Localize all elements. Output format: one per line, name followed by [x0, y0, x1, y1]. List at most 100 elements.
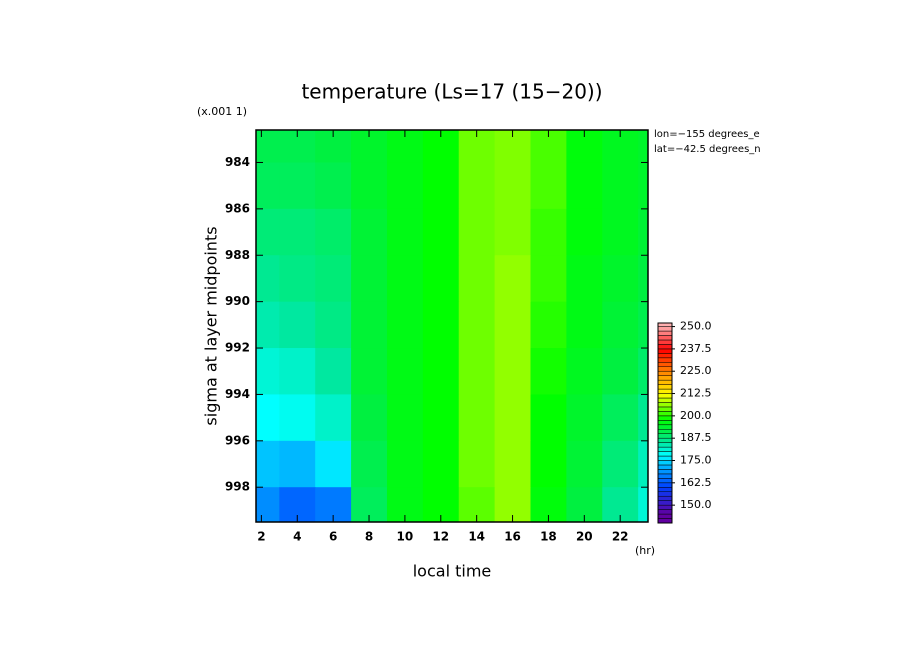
heatmap-cell — [494, 394, 531, 442]
colorbar-swatch — [657, 370, 673, 376]
heatmap-cell — [422, 394, 460, 442]
heatmap-cell — [315, 301, 352, 349]
y-tick-label: 994 — [225, 387, 250, 401]
x-tick-label: 18 — [540, 530, 557, 544]
colorbar-tick-label: 200.0 — [680, 409, 712, 422]
heatmap-cell — [602, 208, 639, 256]
x-axis-label: local time — [413, 562, 492, 581]
colorbar-swatch — [657, 375, 673, 381]
x-tick-label: 20 — [576, 530, 593, 544]
heatmap-cell — [351, 348, 388, 395]
heatmap-cell — [256, 130, 280, 163]
heatmap-cell — [256, 394, 280, 442]
colorbar-swatch — [657, 446, 673, 452]
colorbar-swatch — [657, 504, 673, 510]
x-unit: (hr) — [635, 544, 655, 557]
colorbar-swatch — [657, 344, 673, 350]
heatmap-cell — [279, 130, 316, 163]
heatmap-cell — [638, 487, 648, 522]
colorbar-swatch — [657, 482, 673, 488]
chart-title: temperature (Ls=17 (15−20)) — [301, 80, 602, 104]
y-tick-label: 992 — [225, 341, 250, 355]
heatmap-cell — [602, 440, 639, 488]
colorbar-tick-label: 212.5 — [680, 387, 712, 400]
colorbar-swatch — [657, 487, 673, 492]
heatmap-cell — [566, 162, 603, 210]
heatmap-cell — [422, 162, 460, 210]
heatmap-cell — [422, 208, 460, 256]
heatmap-cell — [256, 301, 280, 349]
heatmap-cell — [602, 487, 639, 522]
y-axis-label: sigma at layer midpoints — [202, 226, 221, 425]
heatmap-cell — [602, 130, 639, 163]
colorbar-swatch — [657, 411, 673, 417]
heatmap-cell — [494, 162, 531, 210]
heatmap-cell — [602, 348, 639, 395]
heatmap-cell — [494, 255, 531, 303]
heatmap-cell — [566, 394, 603, 442]
heatmap-cell — [422, 130, 460, 163]
colorbar-swatch — [657, 437, 673, 443]
heatmap-cell — [351, 301, 388, 349]
x-tick-label: 22 — [612, 530, 629, 544]
colorbar-swatch — [657, 353, 673, 359]
colorbar-swatch — [657, 513, 673, 519]
heatmap-cell — [315, 130, 352, 163]
heatmap-cell — [256, 348, 280, 395]
heatmap-cell — [386, 440, 424, 488]
heatmap-cell — [494, 440, 531, 488]
y-scale-note: (x.001 1) — [197, 105, 247, 118]
heatmap-cell — [422, 348, 460, 395]
colorbar-swatch — [657, 326, 673, 332]
x-tick-label: 2 — [257, 530, 265, 544]
heatmap-cell — [638, 301, 648, 349]
heatmap-cell — [530, 348, 567, 395]
heatmap-cell — [530, 301, 567, 349]
colorbar-swatch — [657, 348, 673, 354]
colorbar-swatch — [657, 384, 673, 390]
heatmap-cell — [386, 255, 424, 303]
colorbar-swatch — [657, 429, 673, 434]
heatmap-cell — [351, 162, 388, 210]
heatmap-cell — [566, 487, 603, 522]
x-tick-label: 10 — [397, 530, 414, 544]
heatmap-cell — [386, 348, 424, 395]
heatmap-cell — [458, 162, 496, 210]
heatmap-cell — [638, 255, 648, 303]
heatmap-cell — [458, 301, 496, 349]
heatmap-cell — [494, 130, 531, 163]
heatmap-cell — [602, 255, 639, 303]
colorbar-swatch — [657, 379, 673, 385]
colorbar-swatch — [657, 478, 673, 484]
heatmap-cell — [530, 162, 567, 210]
colorbar-tick-label: 237.5 — [680, 342, 712, 355]
heatmap-cell — [458, 487, 496, 522]
heatmap-cell — [386, 301, 424, 349]
heatmap-cell — [458, 348, 496, 395]
heatmap-cell — [530, 440, 567, 488]
heatmap-cell — [566, 301, 603, 349]
colorbar-swatch — [657, 473, 673, 479]
heatmap-cell — [494, 208, 531, 256]
heatmap-cell — [566, 208, 603, 256]
colorbar-swatch — [657, 491, 673, 497]
heatmap-cell — [458, 440, 496, 488]
colorbar-tick-label: 162.5 — [680, 476, 712, 489]
colorbar-swatch — [657, 469, 673, 475]
heatmap-cell — [315, 487, 352, 522]
colorbar-swatch — [657, 393, 673, 399]
x-tick-label: 4 — [293, 530, 301, 544]
colorbar-swatch — [657, 366, 673, 372]
heatmap-cell — [315, 348, 352, 395]
colorbar-tick-label: 225.0 — [680, 364, 712, 377]
heatmap-cell — [494, 487, 531, 522]
heatmap-cell — [256, 208, 280, 256]
heatmap-cell — [494, 301, 531, 349]
heatmap-cell — [602, 301, 639, 349]
colorbar-swatch — [657, 518, 673, 524]
heatmap-cell — [386, 162, 424, 210]
y-tick-label: 984 — [225, 155, 250, 169]
colorbar-swatch — [657, 402, 673, 408]
heatmap-cell — [458, 394, 496, 442]
heatmap-cell — [422, 487, 460, 522]
